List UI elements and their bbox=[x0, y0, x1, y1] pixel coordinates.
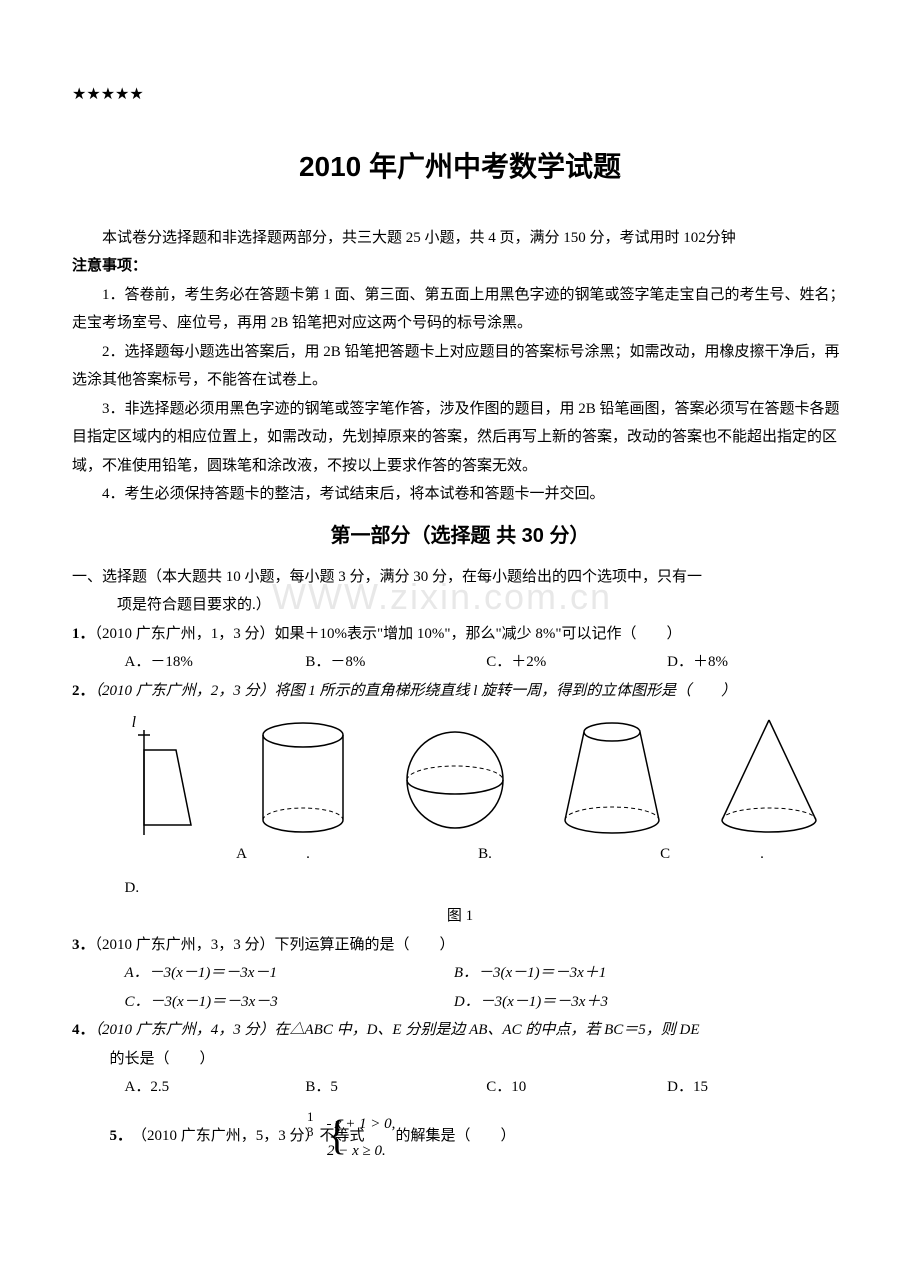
q3-opt-b: B．－3(x－1)＝－3x＋1 bbox=[454, 959, 780, 988]
sphere-icon bbox=[400, 725, 510, 835]
q2-cylinder-figure bbox=[253, 720, 353, 835]
q4-opt-c: C．10 bbox=[486, 1073, 667, 1102]
cylinder-icon bbox=[253, 720, 353, 835]
q1-text: （2010 广东广州，1，3 分）如果＋10%表示"增加 10%"，那么"减少 … bbox=[95, 626, 682, 642]
fraction-icon: 13 bbox=[327, 1110, 331, 1140]
frac-num: 1 bbox=[327, 1110, 331, 1125]
q4-options: A．2.5 B．5 C．10 D．15 bbox=[72, 1073, 848, 1102]
q1-number: 1． bbox=[72, 626, 95, 642]
frustum-icon bbox=[557, 720, 667, 835]
question-3: 3．（2010 广东广州，3，3 分）下列运算正确的是（ ） A．－3(x－1)… bbox=[72, 931, 848, 1017]
q3-number: 3． bbox=[72, 937, 95, 953]
section-1-header-text: 一、选择题（本大题共 10 小题，每小题 3 分，满分 30 分，在每小题给出的… bbox=[72, 569, 702, 585]
q2-figure-labels: A . B. C . bbox=[72, 840, 848, 869]
intro-text: 本试卷分选择题和非选择题两部分，共三大题 25 小题，共 4 页，满分 150 … bbox=[72, 224, 848, 253]
document-title: 2010 年广州中考数学试题 bbox=[72, 140, 848, 193]
cone-icon bbox=[714, 715, 824, 835]
q4-opt-a: A．2.5 bbox=[125, 1073, 306, 1102]
q2-label-a: A . bbox=[236, 840, 310, 869]
q2-text: （2010 广东广州，2，3 分）将图 1 所示的直角梯形绕直线 l 旋转一周，… bbox=[95, 683, 737, 699]
q1-opt-d: D．＋8% bbox=[667, 648, 848, 677]
q1-opt-b: B．－8% bbox=[305, 648, 486, 677]
question-4: 4．（2010 广东广州，4，3 分）在△ABC 中，D、E 分别是边 AB、A… bbox=[72, 1016, 848, 1102]
question-2: 2．（2010 广东广州，2，3 分）将图 1 所示的直角梯形绕直线 l 旋转一… bbox=[72, 677, 848, 931]
q3-text: （2010 广东广州，3，3 分）下列运算正确的是（ ） bbox=[95, 937, 455, 953]
q1-opt-a: A．－18% bbox=[125, 648, 306, 677]
q5-inequality-system: { 13 x + 1 > 0, 2 − x ≥ 0. bbox=[365, 1110, 396, 1164]
q4-opt-b: B．5 bbox=[305, 1073, 486, 1102]
q5-text-b: 的解集是（ ） bbox=[395, 1122, 515, 1151]
section-1-title: 第一部分（选择题 共 30 分） bbox=[72, 517, 848, 555]
q5-eq1-rest: x + 1 > 0, bbox=[335, 1116, 396, 1132]
notice-heading: 注意事项： bbox=[72, 252, 848, 281]
notice-item-1: 1．答卷前，考生务必在答题卡第 1 面、第三面、第五面上用黑色字迹的钢笔或签字笔… bbox=[72, 281, 848, 338]
star-rating: ★★★★★ bbox=[72, 80, 848, 110]
notice-item-2: 2．选择题每小题选出答案后，用 2B 铅笔把答题卡上对应题目的答案标号涂黑；如需… bbox=[72, 338, 848, 395]
q2-sphere-figure bbox=[400, 725, 510, 835]
q2-label-d: D. bbox=[72, 874, 848, 903]
question-5: 5． （2010 广东广州，5，3 分）不等式 { 13 x + 1 > 0, … bbox=[72, 1110, 848, 1164]
q2-cone-figure bbox=[714, 715, 824, 835]
q3-opt-d: D．－3(x－1)＝－3x＋3 bbox=[454, 988, 780, 1017]
q3-options-row2: C．－3(x－1)＝－3x－3 D．－3(x－1)＝－3x＋3 bbox=[72, 988, 848, 1017]
q3-opt-a: A．－3(x－1)＝－3x－1 bbox=[125, 959, 451, 988]
q4-text-a: （2010 广东广州，4，3 分）在△ABC 中，D、E 分别是边 AB、AC … bbox=[95, 1022, 700, 1038]
frac-den: 3 bbox=[327, 1125, 331, 1139]
q2-frustum-figure bbox=[557, 720, 667, 835]
trapezoid-icon bbox=[136, 730, 206, 835]
q5-eq-line2: 2 − x ≥ 0. bbox=[365, 1139, 396, 1163]
q2-trapezoid-figure: l bbox=[136, 730, 206, 835]
q2-number: 2． bbox=[72, 683, 95, 699]
q4-text-b: 的长是（ ） bbox=[72, 1045, 848, 1074]
section-1-header-cont: 项是符合题目要求的.） bbox=[72, 591, 848, 620]
q1-opt-c: C．＋2% bbox=[486, 648, 667, 677]
q2-axis-label: l bbox=[132, 708, 136, 738]
q2-figures: l bbox=[72, 715, 848, 835]
q4-number: 4． bbox=[72, 1022, 95, 1038]
section-1-header: 一、选择题（本大题共 10 小题，每小题 3 分，满分 30 分，在每小题给出的… bbox=[95, 563, 849, 592]
q3-options-row1: A．－3(x－1)＝－3x－1 B．－3(x－1)＝－3x＋1 bbox=[72, 959, 848, 988]
q5-eq-line1: 13 x + 1 > 0, bbox=[365, 1110, 396, 1140]
q3-opt-c: C．－3(x－1)＝－3x－3 bbox=[125, 988, 451, 1017]
question-1: 1．（2010 广东广州，1，3 分）如果＋10%表示"增加 10%"，那么"减… bbox=[72, 620, 848, 677]
notice-item-4: 4．考生必须保持答题卡的整洁，考试结束后，将本试卷和答题卡一并交回。 bbox=[72, 480, 848, 509]
q5-number: 5． bbox=[110, 1122, 133, 1151]
q4-opt-d: D．15 bbox=[667, 1073, 848, 1102]
notice-item-3: 3．非选择题必须用黑色字迹的钢笔或签字笔作答，涉及作图的题目，用 2B 铅笔画图… bbox=[72, 395, 848, 481]
q2-caption: 图 1 bbox=[72, 902, 848, 931]
q2-label-c: C . bbox=[660, 840, 764, 869]
q1-options: A．－18% B．－8% C．＋2% D．＋8% bbox=[72, 648, 848, 677]
q2-label-b: B. bbox=[478, 840, 492, 869]
